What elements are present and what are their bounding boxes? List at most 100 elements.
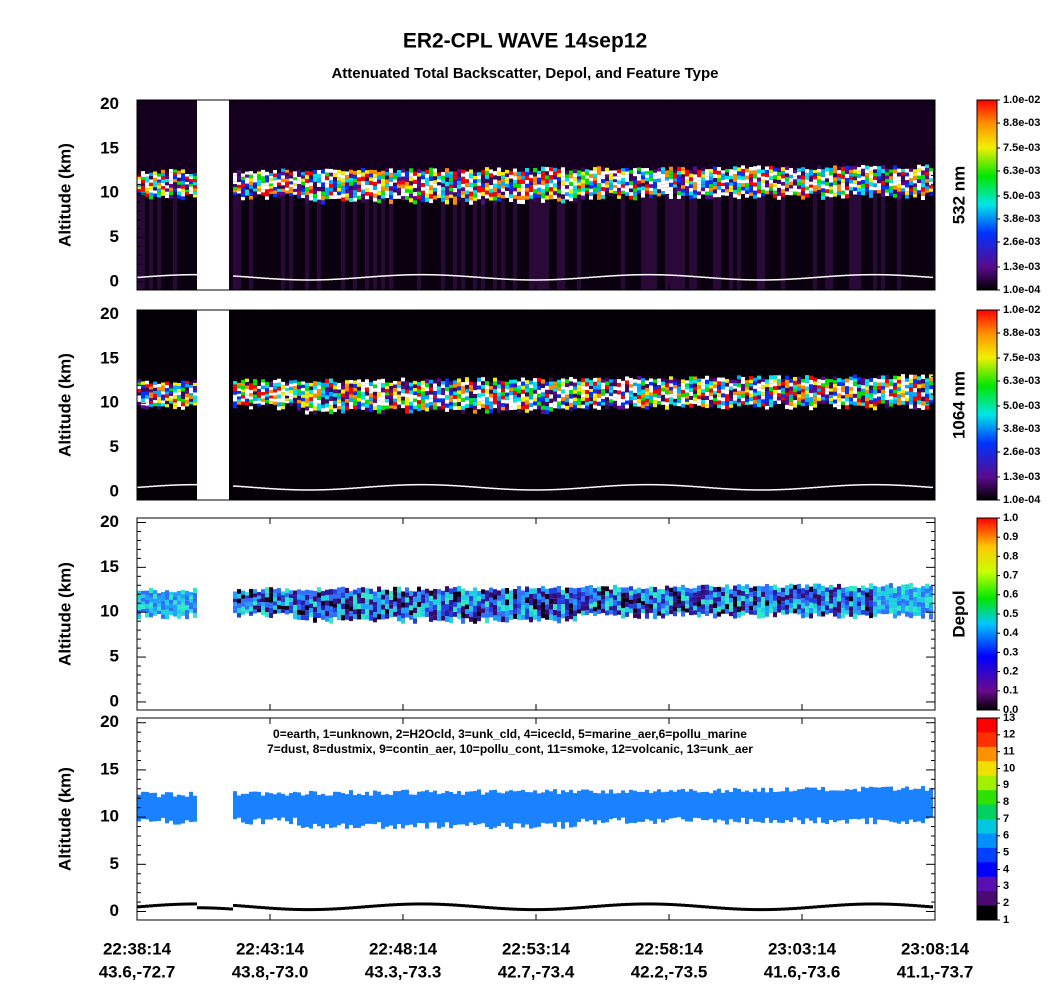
cloud-cell [677,379,681,384]
lower-region [137,195,141,290]
surface [825,485,829,488]
depol-cell [325,616,329,622]
cloud-cell [669,397,673,401]
cloud-cell [585,405,589,410]
depol-cell [181,589,185,595]
cloud-cell [821,383,825,387]
cloud-cell [889,389,893,393]
cloud-cell [397,195,401,199]
cloud-cell [609,402,613,407]
depol-cell [449,588,453,595]
cloud-cell [577,384,581,389]
cloud-cell [829,182,833,187]
cloud-cell [473,179,477,183]
cloud-cell [161,391,165,395]
depol-cell [817,583,821,590]
cloud-cell [793,399,797,404]
surface [585,276,589,279]
cloud-cell [485,409,489,414]
cloud-cell [757,391,761,396]
surface [677,484,681,487]
cloud-cell [441,381,445,385]
surface [657,484,661,486]
cloud-cell [581,187,585,192]
depol-cell [809,607,813,614]
cloud-cell [545,183,549,188]
cloud-cell [389,172,393,178]
cloud-cell [853,165,857,170]
cloud-cell [821,188,825,193]
surface [253,276,257,279]
surface [501,278,505,280]
cloud-cell [545,406,549,411]
cloud-cell [265,192,269,197]
cloud-cell [273,392,277,396]
depol-cell [877,586,881,592]
depol-cell [821,590,825,596]
surface [329,278,333,281]
cloud-cell [513,387,517,391]
cloud-cell [397,170,401,174]
cloud-cell [397,397,401,402]
cloud-cell [485,389,489,394]
cloud-cell [705,399,709,405]
cloud-cell [889,385,893,390]
depol-cell [333,607,337,613]
depol-cell [145,613,149,618]
depol-cell [597,609,601,615]
surface [657,274,661,276]
surface [881,483,885,486]
cloud-cell [145,188,149,191]
cloud-cell [313,381,317,386]
cloud-cell [861,385,865,389]
depol-cell [609,606,613,611]
cloud-cell [781,185,785,190]
cloud-cell [697,402,701,406]
cloud-cell [521,377,525,382]
cloud-cell [401,385,405,390]
cloud-cell [173,188,177,192]
depol-cell [885,599,889,605]
cloud-cell [177,388,181,392]
cloud-cell [149,392,153,396]
cloud-cell [697,187,701,192]
cloud-cell [841,392,845,396]
cloud-cell [365,188,369,192]
cloud-cell [905,180,909,184]
cloud-cell [333,173,337,178]
depol-cell [169,607,173,612]
cloud-cell [841,385,845,389]
lower-region [909,195,913,290]
cloud-cell [745,190,749,195]
surface [285,488,289,491]
depol-cell [317,612,321,619]
cloud-cell [421,194,425,199]
cloud-cell [669,386,673,391]
cloud-cell [137,181,141,185]
cloud-cell [825,400,829,404]
cloud-cell [253,173,257,177]
cloud-cell [493,381,497,386]
cloud-cell [301,394,305,398]
depol-cell [373,591,377,597]
cloud-cell [325,378,329,383]
lower-region [289,195,293,290]
cloud-cell [501,392,505,396]
cloud-cell [589,195,593,200]
cloud-cell [569,181,573,186]
depol-cell [869,583,873,590]
cloud-cell [405,192,409,197]
depol-cell [485,590,489,596]
cloud-cell [721,393,725,398]
cloud-cell [141,182,145,186]
depol-cell [489,607,493,613]
depol-cell [889,598,893,604]
surface [381,485,385,487]
cloud-cell [165,381,169,385]
depol-cell [241,594,245,599]
cloud-cell [613,397,617,401]
cloud-cell [325,187,329,192]
cloud-cell [237,396,241,400]
cloud-cell [313,169,317,174]
depol-cell [601,595,605,600]
